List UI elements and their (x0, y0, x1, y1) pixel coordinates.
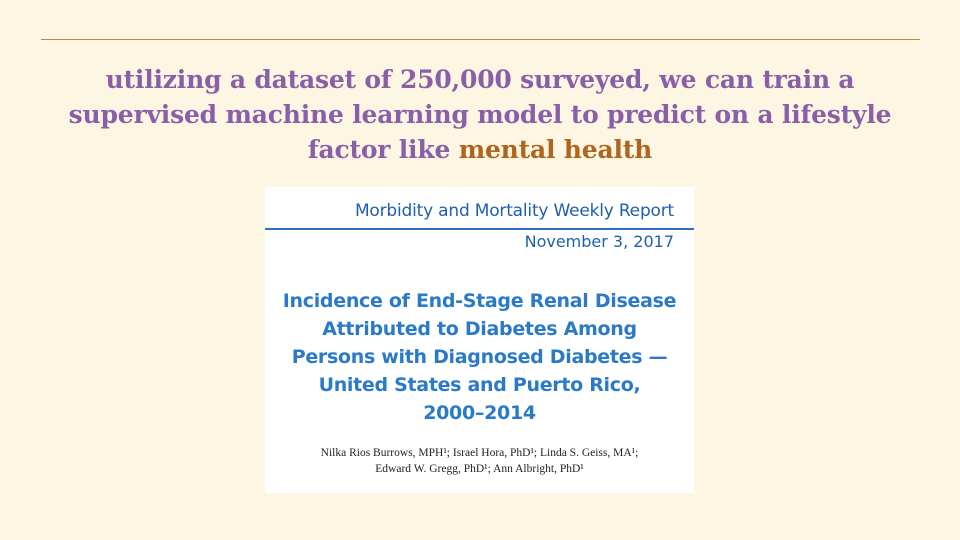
report-date: November 3, 2017 (524, 232, 674, 251)
report-title-line: Persons with Diagnosed Diabetes — (291, 346, 668, 368)
report-title-line: Incidence of End-Stage Renal Disease (282, 290, 677, 312)
report-authors: Nilka Rios Burrows, MPH¹; Israel Hora, P… (265, 445, 694, 477)
headline-highlight: mental health (458, 135, 653, 164)
report-title-line: 2000–2014 (423, 402, 536, 424)
slide-headline: utilizing a dataset of 250,000 surveyed,… (60, 62, 900, 167)
authors-line: Nilka Rios Burrows, MPH¹; Israel Hora, P… (320, 447, 639, 459)
report-title-line: Attributed to Diabetes Among (322, 318, 637, 340)
journal-rule (265, 228, 694, 230)
journal-name: Morbidity and Mortality Weekly Report (354, 201, 674, 221)
authors-line: Edward W. Gregg, PhD¹; Ann Albright, PhD… (375, 463, 584, 475)
report-title: Incidence of End-Stage Renal Disease Att… (265, 287, 694, 427)
report-title-line: United States and Puerto Rico, (318, 374, 641, 396)
top-divider (41, 39, 920, 40)
headline-text: utilizing a dataset of 250,000 surveyed,… (68, 65, 892, 164)
report-image: Morbidity and Mortality Weekly Report No… (265, 187, 694, 493)
